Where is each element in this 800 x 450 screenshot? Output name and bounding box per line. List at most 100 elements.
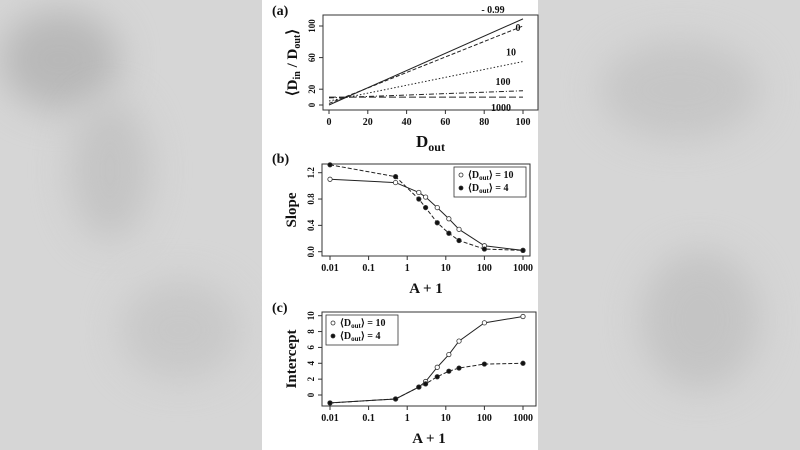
x-tick-label: 0.01 [321, 413, 339, 424]
data-point [434, 204, 440, 211]
label-part: D [416, 132, 428, 151]
series-line [328, 25, 524, 104]
label-part: in [292, 71, 303, 80]
x-tick-label: 40 [402, 117, 412, 128]
x-tick-label: 1000 [513, 263, 533, 274]
data-point [434, 374, 440, 380]
x-tick-label: 100 [477, 413, 492, 424]
legend-entry: ⟨Dout⟩ = 10 [468, 170, 513, 182]
legend-marker-filled [330, 333, 336, 339]
panel-label: (c) [272, 301, 288, 316]
y-tick-label: 6 [306, 345, 316, 350]
x-tick-label: 1 [405, 413, 410, 424]
data-point [392, 179, 399, 186]
data-point [446, 230, 452, 236]
legend-frame [453, 166, 527, 198]
label-part: out [479, 187, 489, 195]
data-point [392, 174, 399, 180]
legend-marker-open [458, 172, 464, 178]
legend-entry: ⟨Dout⟩ = 4 [340, 331, 380, 343]
legend: ⟨Dout⟩ = 10⟨Dout⟩ = 4 [453, 166, 527, 198]
x-tick-label: 0.01 [321, 263, 339, 274]
plot-frame [322, 14, 539, 111]
panel-c: (c) 0.01 0.1 1 10 100 1000 0 2 4 6 8 10 A + 1 Intercep… [272, 301, 537, 447]
x-tick-label: 0.1 [362, 413, 375, 424]
data-point [416, 189, 422, 196]
data-point [416, 384, 422, 390]
data-point [434, 220, 440, 226]
x-axis-label: A + 1 [412, 431, 446, 447]
data-point [456, 365, 462, 371]
data-point [327, 162, 333, 168]
label-part: D [285, 79, 301, 90]
label-part: ⟨D [468, 183, 479, 194]
data-point [423, 194, 429, 200]
plot-frame [321, 311, 537, 407]
data-point [520, 313, 526, 320]
label-part: out [479, 174, 489, 182]
y-tick-label: 0 [306, 392, 316, 397]
legend-marker-open [330, 320, 336, 326]
x-axis-label: A + 1 [409, 281, 443, 297]
label-part: ⟩ = 10 [361, 318, 386, 329]
y-axis-label: Slope [284, 192, 300, 227]
label-part: D [285, 48, 301, 59]
label-part: ⟨D [340, 331, 351, 342]
y-tick-label: 4 [306, 361, 316, 366]
label-part: out [351, 335, 361, 343]
data-point [327, 400, 333, 406]
legend-entry: ⟨Dout⟩ = 4 [468, 183, 508, 195]
data-point [456, 237, 462, 244]
data-point [423, 204, 429, 211]
plot-frame [321, 163, 531, 257]
y-tick-label: 10 [306, 311, 316, 321]
data-point [446, 368, 452, 374]
panel-label: (a) [272, 4, 289, 19]
label-part: out [292, 34, 303, 49]
data-point [416, 196, 422, 202]
x-tick-label: 0 [327, 117, 332, 128]
label-part: ⟩ [285, 29, 301, 35]
data-point [423, 381, 429, 387]
series-line [328, 61, 524, 102]
label-part: ⟩ = 10 [489, 170, 514, 181]
x-tick-label: 20 [363, 117, 373, 128]
label-part: ⟨D [340, 318, 351, 329]
y-tick-label: 20 [307, 84, 317, 94]
y-tick-label: 2 [306, 376, 316, 381]
label-part: ⟩ = 4 [361, 331, 381, 342]
y-tick-label: 100 [307, 19, 317, 33]
x-tick-label: 0.1 [362, 263, 375, 274]
data-point [481, 246, 487, 252]
series-line [329, 362, 524, 404]
label-part: ⟨ [285, 90, 301, 96]
y-axis-label: ⟨Din / Dout⟩ [285, 29, 303, 96]
y-tick-label: 0 [307, 102, 317, 107]
legend: ⟨Dout⟩ = 10 ⟨Dout⟩ = 4 [325, 314, 399, 346]
data-point [481, 361, 487, 367]
series-line [328, 18, 524, 106]
data-point [520, 247, 526, 253]
data-point [392, 396, 399, 402]
data-point [520, 360, 526, 366]
legend-frame [325, 314, 399, 346]
data-point [446, 351, 452, 358]
data-point [446, 216, 452, 222]
y-tick-label: 1.2 [306, 167, 316, 179]
series-label: - 0.99 [481, 5, 504, 16]
x-axis-label: Dout [416, 132, 445, 154]
x-tick-label: 80 [479, 117, 489, 128]
y-tick-label: 0.0 [306, 246, 316, 258]
label-part: ⟨D [468, 170, 479, 181]
y-tick-label: 60 [307, 53, 317, 63]
label-part: out [428, 140, 445, 154]
data-point [327, 176, 333, 182]
panel-label: (b) [272, 152, 289, 167]
legend-marker-filled [458, 185, 464, 191]
data-point [434, 364, 440, 370]
x-tick-label: 100 [477, 263, 492, 274]
y-tick-label: 0.4 [306, 219, 316, 231]
label-part: out [351, 322, 361, 330]
